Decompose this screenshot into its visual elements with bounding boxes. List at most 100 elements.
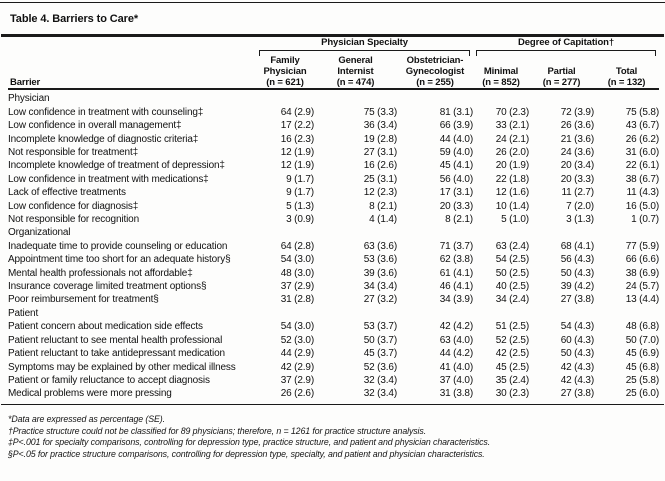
- value-cell: 17 (3.1): [439, 187, 473, 199]
- group-header-spacer: [8, 37, 256, 48]
- footnote-section-mark: §P<.05 for practice structure comparison…: [8, 449, 485, 460]
- capitation-bracket: [476, 50, 656, 56]
- value-cell: 50 (4.3): [560, 267, 594, 279]
- section-row: Patient: [8, 307, 659, 320]
- barrier-cell: Insurance coverage limited treatment opt…: [8, 281, 207, 293]
- barrier-cell: Not responsible for treatment‡: [8, 147, 139, 159]
- value-cell: 45 (3.7): [363, 348, 397, 360]
- table-row: Mental health professionals not affordab…: [8, 267, 659, 280]
- value-cell: 34 (3.9): [439, 294, 473, 306]
- value-cell: 27 (3.8): [560, 294, 594, 306]
- table-row: Patient or family reluctance to accept d…: [8, 374, 659, 387]
- barrier-cell: Low confidence for diagnosis‡: [8, 200, 139, 212]
- value-cell: 63 (2.4): [495, 240, 529, 252]
- barrier-column-header: Barrier: [8, 56, 256, 91]
- value-cell: 31 (3.8): [439, 388, 473, 400]
- column-header: General Internist (n = 474): [314, 56, 397, 91]
- value-cell: 20 (3.4): [560, 160, 594, 172]
- barrier-cell: Patient reluctant to take antidepressant…: [8, 348, 225, 360]
- value-cell: 54 (4.3): [560, 321, 594, 333]
- barrier-cell: Patient concern about medication side ef…: [8, 321, 203, 333]
- value-cell: 40 (2.5): [495, 281, 529, 293]
- value-cell: 68 (4.1): [560, 240, 594, 252]
- value-cell: 56 (4.3): [560, 254, 594, 266]
- value-cell: 31 (6.0): [625, 147, 659, 159]
- value-cell: 50 (2.5): [495, 267, 529, 279]
- value-cell: 5 (1.0): [501, 214, 529, 226]
- section-label: Physician: [8, 93, 50, 105]
- value-cell: 32 (3.4): [363, 388, 397, 400]
- value-cell: 11 (2.7): [561, 187, 594, 199]
- table-row: Incomplete knowledge of diagnostic crite…: [8, 133, 659, 146]
- value-cell: 44 (4.2): [439, 348, 473, 360]
- group-header-specialty: Physician Specialty: [321, 37, 408, 48]
- value-cell: 48 (3.0): [280, 267, 314, 279]
- barrier-cell: Lack of effective treatments: [8, 187, 126, 199]
- value-cell: 77 (5.9): [625, 240, 659, 252]
- value-cell: 11 (4.3): [626, 187, 659, 199]
- value-cell: 10 (1.4): [495, 200, 529, 212]
- value-cell: 51 (2.5): [495, 321, 529, 333]
- barrier-cell: Incomplete knowledge of diagnostic crite…: [8, 133, 199, 145]
- value-cell: 52 (2.5): [495, 334, 529, 346]
- column-header: Partial (n = 277): [529, 56, 594, 91]
- barrier-cell: Low confidence in treatment with counsel…: [8, 106, 204, 118]
- value-cell: 32 (3.4): [363, 374, 397, 386]
- value-cell: 44 (2.9): [280, 348, 314, 360]
- value-cell: 12 (2.3): [363, 187, 397, 199]
- value-cell: 30 (2.3): [495, 388, 529, 400]
- specialty-bracket: [259, 50, 470, 56]
- value-cell: 72 (3.9): [560, 106, 594, 118]
- value-cell: 42 (2.9): [280, 361, 314, 373]
- value-cell: 66 (6.6): [625, 254, 659, 266]
- value-cell: 16 (2.6): [363, 160, 397, 172]
- value-cell: 48 (6.8): [625, 321, 659, 333]
- value-cell: 70 (2.3): [495, 106, 529, 118]
- group-header-row: Physician Specialty Degree of Capitation…: [8, 37, 659, 48]
- barrier-cell: Low confidence in overall management‡: [8, 120, 182, 132]
- value-cell: 19 (2.8): [363, 133, 397, 145]
- value-cell: 46 (4.1): [439, 281, 473, 293]
- section-row: Physician: [8, 89, 659, 105]
- value-cell: 45 (4.1): [439, 160, 473, 172]
- section-row: Organizational: [8, 226, 659, 239]
- column-header-row: Barrier Family Physician (n = 621) General I…: [8, 56, 659, 91]
- value-cell: 75 (5.8): [625, 106, 659, 118]
- barrier-cell: Patient reluctant to see mental health p…: [8, 334, 223, 346]
- barrier-cell: Appointment time too short for an adequa…: [8, 254, 231, 266]
- value-cell: 22 (1.8): [495, 173, 529, 185]
- value-cell: 12 (1.9): [280, 147, 314, 159]
- value-cell: 62 (3.8): [439, 254, 473, 266]
- value-cell: 50 (3.7): [363, 334, 397, 346]
- value-cell: 60 (4.3): [560, 334, 594, 346]
- barrier-cell: Medical problems were more pressing: [8, 388, 172, 400]
- header-thick-rule: [1, 34, 664, 37]
- value-cell: 63 (3.6): [363, 240, 397, 252]
- value-cell: 24 (5.7): [625, 281, 659, 293]
- value-cell: 5 (1.3): [286, 200, 314, 212]
- value-cell: 22 (6.1): [625, 160, 659, 172]
- value-cell: 17 (2.2): [280, 120, 314, 132]
- value-cell: 26 (6.2): [625, 133, 659, 145]
- value-cell: 50 (7.0): [625, 334, 659, 346]
- column-header: Minimal (n = 852): [473, 56, 529, 91]
- table-row: Poor reimbursement for treatment§ 31 (2.8…: [8, 293, 659, 306]
- barrier-cell: Poor reimbursement for treatment§: [8, 294, 159, 306]
- value-cell: 26 (2.0): [495, 147, 529, 159]
- value-cell: 37 (2.9): [280, 374, 314, 386]
- table-bottom-rule: [1, 403, 664, 405]
- footnotes: *Data are expressed as percentage (SE). …: [0, 405, 665, 461]
- value-cell: 3 (1.3): [566, 214, 594, 226]
- value-cell: 50 (4.3): [560, 348, 594, 360]
- table-title: Table 4. Barriers to Care*: [10, 13, 139, 25]
- value-cell: 81 (3.1): [439, 106, 473, 118]
- value-cell: 27 (3.1): [363, 147, 397, 159]
- barrier-cell: Symptoms may be explained by other medic…: [8, 361, 236, 373]
- top-rule: [0, 2, 665, 3]
- barriers-table: Physician Specialty Degree of Capitation…: [8, 37, 659, 401]
- value-cell: 16 (2.3): [280, 133, 314, 145]
- value-cell: 20 (3.3): [439, 200, 473, 212]
- value-cell: 26 (2.6): [280, 388, 314, 400]
- table-row: Not responsible for treatment‡ 12 (1.9) 27…: [8, 146, 659, 159]
